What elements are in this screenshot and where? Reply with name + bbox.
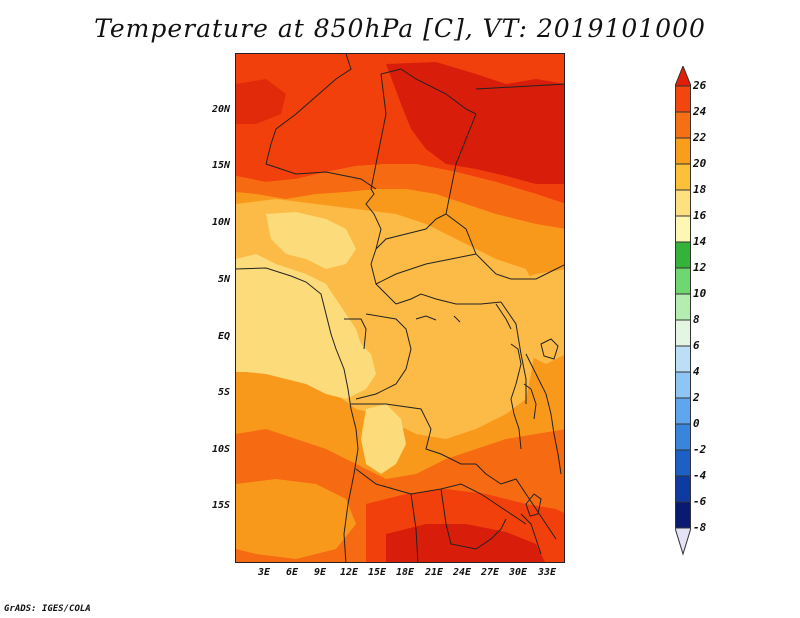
lakes <box>415 315 559 555</box>
colorbar-box-14-16 <box>675 215 691 243</box>
colorbar-box-18-20 <box>675 163 691 191</box>
lat-label-15s: 15S <box>211 500 230 511</box>
colorbar-label-16: 16 <box>693 209 707 222</box>
colorbar-box-16-18 <box>675 189 691 217</box>
temperature-field <box>236 54 564 562</box>
colorbar-box-m6-m4 <box>675 475 691 503</box>
colorbar-label-18: 18 <box>693 183 707 196</box>
lon-label-9e: 9E <box>313 567 327 578</box>
grads-credit: GrADS: IGES/COLA <box>4 604 91 614</box>
band-t25-northeast <box>386 62 564 184</box>
colorbar-box-24-26 <box>675 85 691 113</box>
colorbar-label-10: 10 <box>693 287 707 300</box>
map-title: Temperature at 850hPa [C], VT: 201910100… <box>94 14 706 43</box>
colorbar-box-20-22 <box>675 137 691 165</box>
lon-label-12e: 12E <box>339 567 359 578</box>
lat-label-5s: 5S <box>217 387 230 398</box>
temperature-map[interactable] <box>235 53 565 563</box>
band-t25-northwest <box>236 79 286 124</box>
band-t15-north <box>266 212 356 269</box>
lon-label-6e: 6E <box>285 567 299 578</box>
colorbar-label-26: 26 <box>693 79 707 92</box>
colorbar-box-8-10 <box>675 293 691 321</box>
colorbar-label-20: 20 <box>693 157 707 170</box>
colorbar-bottom-arrow <box>675 527 691 556</box>
colorbar-top-arrow <box>675 66 691 87</box>
band-t19-southwest <box>236 479 356 559</box>
band-t15-south <box>361 404 406 474</box>
colorbar-box-0-2 <box>675 397 691 425</box>
colorbar-box-22-24 <box>675 111 691 139</box>
lon-label-21e: 21E <box>424 567 444 578</box>
colorbar-label-m2: -2 <box>693 443 707 456</box>
lon-label-27e: 27E <box>480 567 500 578</box>
band-t21-north <box>236 164 564 229</box>
colorbar-label-2: 2 <box>693 391 700 404</box>
colorbar-box-6-8 <box>675 319 691 347</box>
colorbar-label-12: 12 <box>693 261 707 274</box>
country-borders <box>265 54 564 562</box>
colorbar-box-2-4 <box>675 371 691 399</box>
colorbar-label-22: 22 <box>693 131 707 144</box>
colorbar-box-m2-0 <box>675 423 691 451</box>
lat-label-10s: 10S <box>211 444 230 455</box>
lon-label-24e: 24E <box>452 567 472 578</box>
lon-label-15e: 15E <box>367 567 387 578</box>
colorbar-label-24: 24 <box>693 105 707 118</box>
colorbar-box-m4-m2 <box>675 449 691 477</box>
lat-label-5n: 5N <box>217 274 230 285</box>
band-t17-east <box>506 269 564 364</box>
lat-label-10n: 10N <box>211 217 230 228</box>
lon-label-3e: 3E <box>257 567 271 578</box>
colorbar-label-m8: -8 <box>693 521 707 534</box>
colorbar-box-m8-m6 <box>675 501 691 529</box>
colorbar-label-m4: -4 <box>693 469 707 482</box>
coastline <box>236 267 359 562</box>
lat-label-20n: 20N <box>211 104 230 115</box>
colorbar-box-10-12 <box>675 267 691 295</box>
colorbar-label-m6: -6 <box>693 495 707 508</box>
colorbar-box-4-6 <box>675 345 691 373</box>
lon-label-33e: 33E <box>537 567 557 578</box>
lat-label-15n: 15N <box>211 160 230 171</box>
colorbar-label-14: 14 <box>693 235 707 248</box>
colorbar-box-12-14 <box>675 241 691 269</box>
colorbar-label-6: 6 <box>693 339 700 352</box>
lon-label-30e: 30E <box>508 567 528 578</box>
colorbar-label-0: 0 <box>693 417 700 430</box>
lat-label-eq: EQ <box>217 331 230 342</box>
colorbar-label-4: 4 <box>693 365 700 378</box>
lon-label-18e: 18E <box>395 567 415 578</box>
band-t25-south <box>386 524 545 562</box>
colorbar-label-8: 8 <box>693 313 700 326</box>
colorbar-boxes <box>675 66 691 556</box>
